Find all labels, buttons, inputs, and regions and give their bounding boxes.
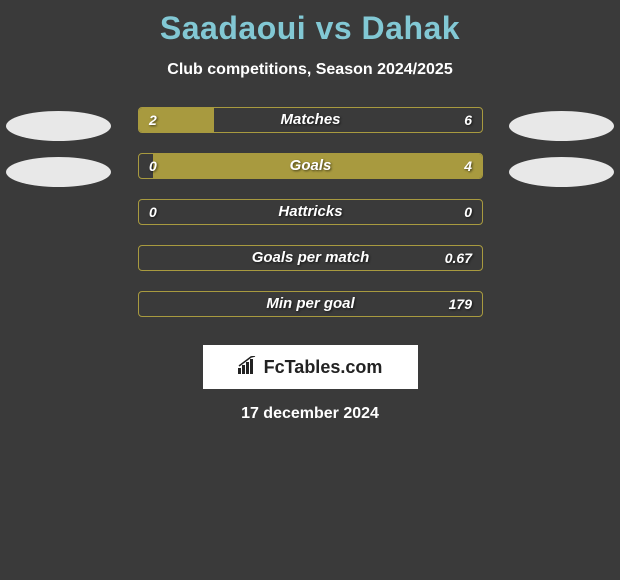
logo-text: FcTables.com xyxy=(264,357,383,378)
stat-label: Hattricks xyxy=(139,200,482,224)
bar-chart-icon xyxy=(238,356,260,379)
page-subtitle: Club competitions, Season 2024/2025 xyxy=(0,61,620,79)
comparison-row: 0.67Goals per match xyxy=(0,245,620,291)
comparison-row: 179Min per goal xyxy=(0,291,620,337)
stat-bar: 04Goals xyxy=(138,153,483,179)
stat-label: Goals per match xyxy=(139,246,482,270)
player-right-ellipse xyxy=(509,157,614,187)
stat-label: Min per goal xyxy=(139,292,482,316)
footer-date: 17 december 2024 xyxy=(0,405,620,423)
player-left-ellipse xyxy=(6,157,111,187)
comparison-row: 26Matches xyxy=(0,107,620,153)
stat-label: Goals xyxy=(139,154,482,178)
player-right-ellipse xyxy=(509,111,614,141)
logo: FcTables.com xyxy=(238,356,383,379)
stat-bar: 179Min per goal xyxy=(138,291,483,317)
stat-bar: 0.67Goals per match xyxy=(138,245,483,271)
page-title: Saadaoui vs Dahak xyxy=(0,0,620,47)
stat-bar: 26Matches xyxy=(138,107,483,133)
player-left-ellipse xyxy=(6,111,111,141)
stat-label: Matches xyxy=(139,108,482,132)
logo-box: FcTables.com xyxy=(203,345,418,389)
stat-bar: 00Hattricks xyxy=(138,199,483,225)
comparison-rows: 26Matches 04Goals 00Hattricks 0.67Goals per… xyxy=(0,107,620,337)
comparison-row: 04Goals xyxy=(0,153,620,199)
comparison-row: 00Hattricks xyxy=(0,199,620,245)
